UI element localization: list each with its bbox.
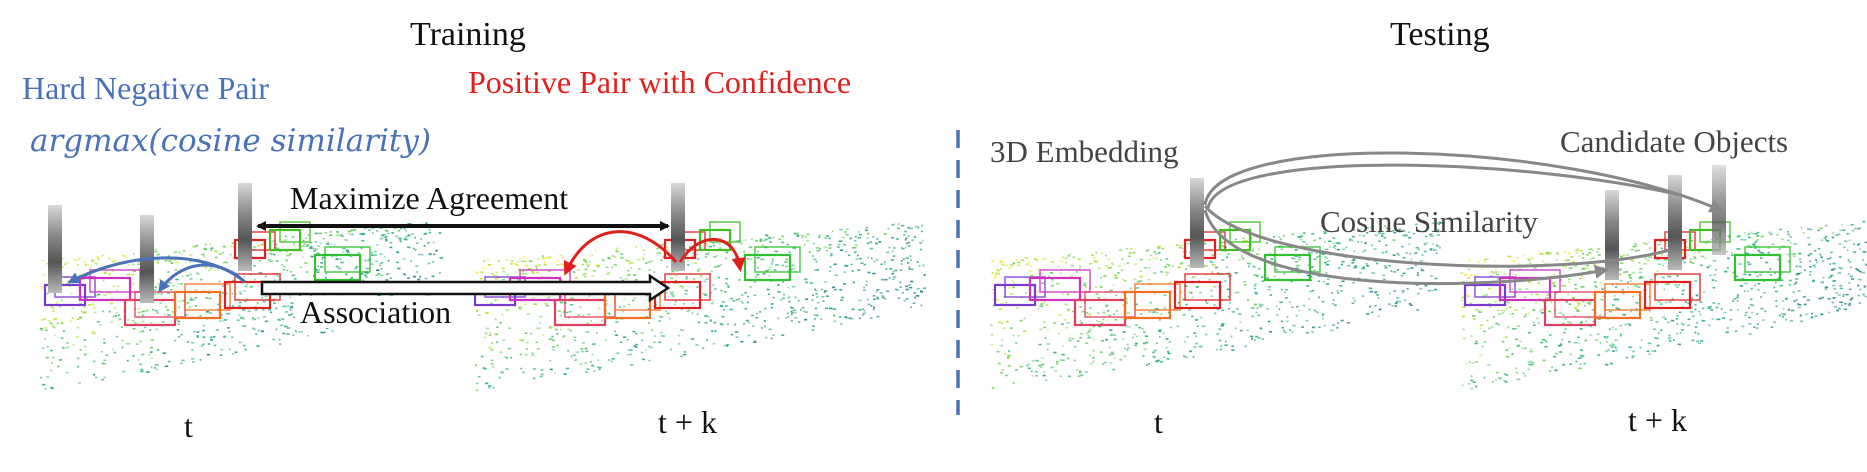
point-cloud-test-t <box>990 221 1444 389</box>
association-label: Association <box>296 296 456 328</box>
embedding-patches <box>48 165 1726 303</box>
positive-pair-label: Positive Pair with Confidence <box>468 64 852 100</box>
positive-pair-arrows <box>563 230 746 276</box>
embedding-patch <box>1668 175 1682 270</box>
embedding-patch <box>1190 178 1204 268</box>
training-title: Training <box>410 16 526 53</box>
candidate-objects-label: Candidate Objects <box>1560 124 1789 159</box>
embedding-patch <box>238 183 252 271</box>
hard-negative-label: Hard Negative Pair <box>22 70 270 106</box>
train-frame-t-label: t <box>184 408 193 444</box>
embedding-patch <box>671 183 685 271</box>
testing-title: Testing <box>1390 16 1490 53</box>
embedding-patch <box>48 205 62 293</box>
train-frame-tk-label: t + k <box>658 404 717 440</box>
test-frame-tk-label: t + k <box>1628 402 1687 438</box>
formula-label: argmax(cosine similarity) <box>30 123 431 159</box>
maximize-agreement-label: Maximize Agreement <box>290 180 569 216</box>
hard-negative-arrows <box>67 256 247 293</box>
embedding-patch <box>1605 190 1619 280</box>
cosine-similarity-arrows <box>1203 151 1724 286</box>
association-arrow <box>260 273 671 303</box>
point-cloud-test-tk <box>1460 220 1867 390</box>
embedding-label: 3D Embedding <box>990 134 1179 169</box>
cosine-similarity-label: Cosine Similarity <box>1320 204 1538 239</box>
test-frame-t-label: t <box>1154 404 1163 440</box>
